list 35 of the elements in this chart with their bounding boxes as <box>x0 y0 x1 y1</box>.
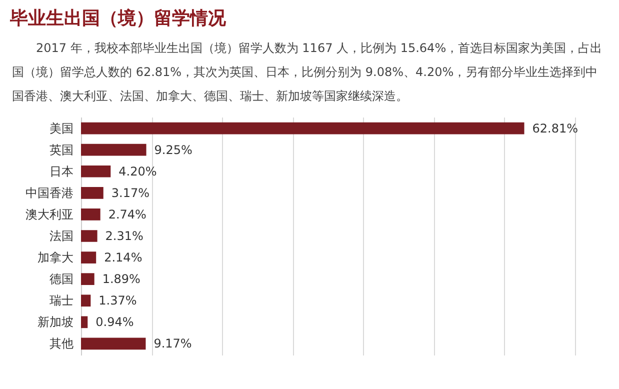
y-tick-label: 美国 <box>50 121 74 136</box>
data-label: 0.94% <box>96 315 134 330</box>
y-tick-label: 中国香港 <box>26 186 74 200</box>
data-label: 2.74% <box>108 207 146 222</box>
y-tick-label: 英国 <box>50 142 74 157</box>
bar <box>81 230 98 242</box>
bar <box>81 144 146 156</box>
data-label: 9.25% <box>154 142 192 157</box>
bar <box>81 316 88 328</box>
data-label: 9.17% <box>154 336 192 351</box>
data-label: 4.20% <box>118 164 157 178</box>
y-tick-label: 其他 <box>50 336 74 351</box>
bar <box>81 208 100 220</box>
data-label: 1.89% <box>102 272 140 286</box>
bar <box>81 187 104 199</box>
y-tick-label: 澳大利亚 <box>26 207 74 222</box>
y-tick-label: 法国 <box>50 229 74 243</box>
data-label: 2.14% <box>104 250 142 265</box>
bar <box>81 273 94 285</box>
data-label: 1.37% <box>98 294 137 308</box>
data-label: 2.31% <box>105 229 144 243</box>
y-tick-label: 日本 <box>50 164 74 178</box>
data-label: 3.17% <box>111 186 150 200</box>
y-tick-label: 加拿大 <box>38 250 74 265</box>
bar <box>81 252 96 264</box>
chart-title: 毕业生出国（境）留学情况 <box>10 7 227 30</box>
y-tick-label: 瑞士 <box>50 294 74 308</box>
bar <box>81 338 146 350</box>
bar <box>81 122 524 134</box>
y-tick-label: 德国 <box>50 272 74 286</box>
y-tick-label: 新加坡 <box>38 315 74 330</box>
bar <box>81 294 91 307</box>
bar <box>81 165 111 178</box>
data-label: 62.81% <box>532 121 578 136</box>
chart-subtitle: 2017 年，我校本部毕业生出国（境）留学人数为 1167 人，比例为 15.64%，首选目标国家为美国，占出国（境）留学总人数的 62.81%，其次为英国、日本，比例分别为 9.08%、4.20%，另有部分毕业生选择到中国香港、澳大利亚、法国、加拿大、德国、瑞士、新加坡等国家继续深造。 <box>12 40 604 105</box>
